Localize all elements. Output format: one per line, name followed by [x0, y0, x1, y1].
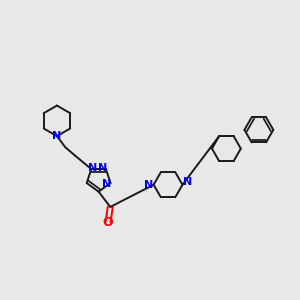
- Text: O: O: [103, 216, 113, 229]
- Text: N: N: [52, 131, 62, 141]
- Text: N: N: [88, 163, 97, 173]
- Text: N: N: [102, 178, 111, 189]
- Text: N: N: [98, 163, 107, 173]
- Text: N: N: [183, 177, 192, 187]
- Text: N: N: [144, 180, 153, 190]
